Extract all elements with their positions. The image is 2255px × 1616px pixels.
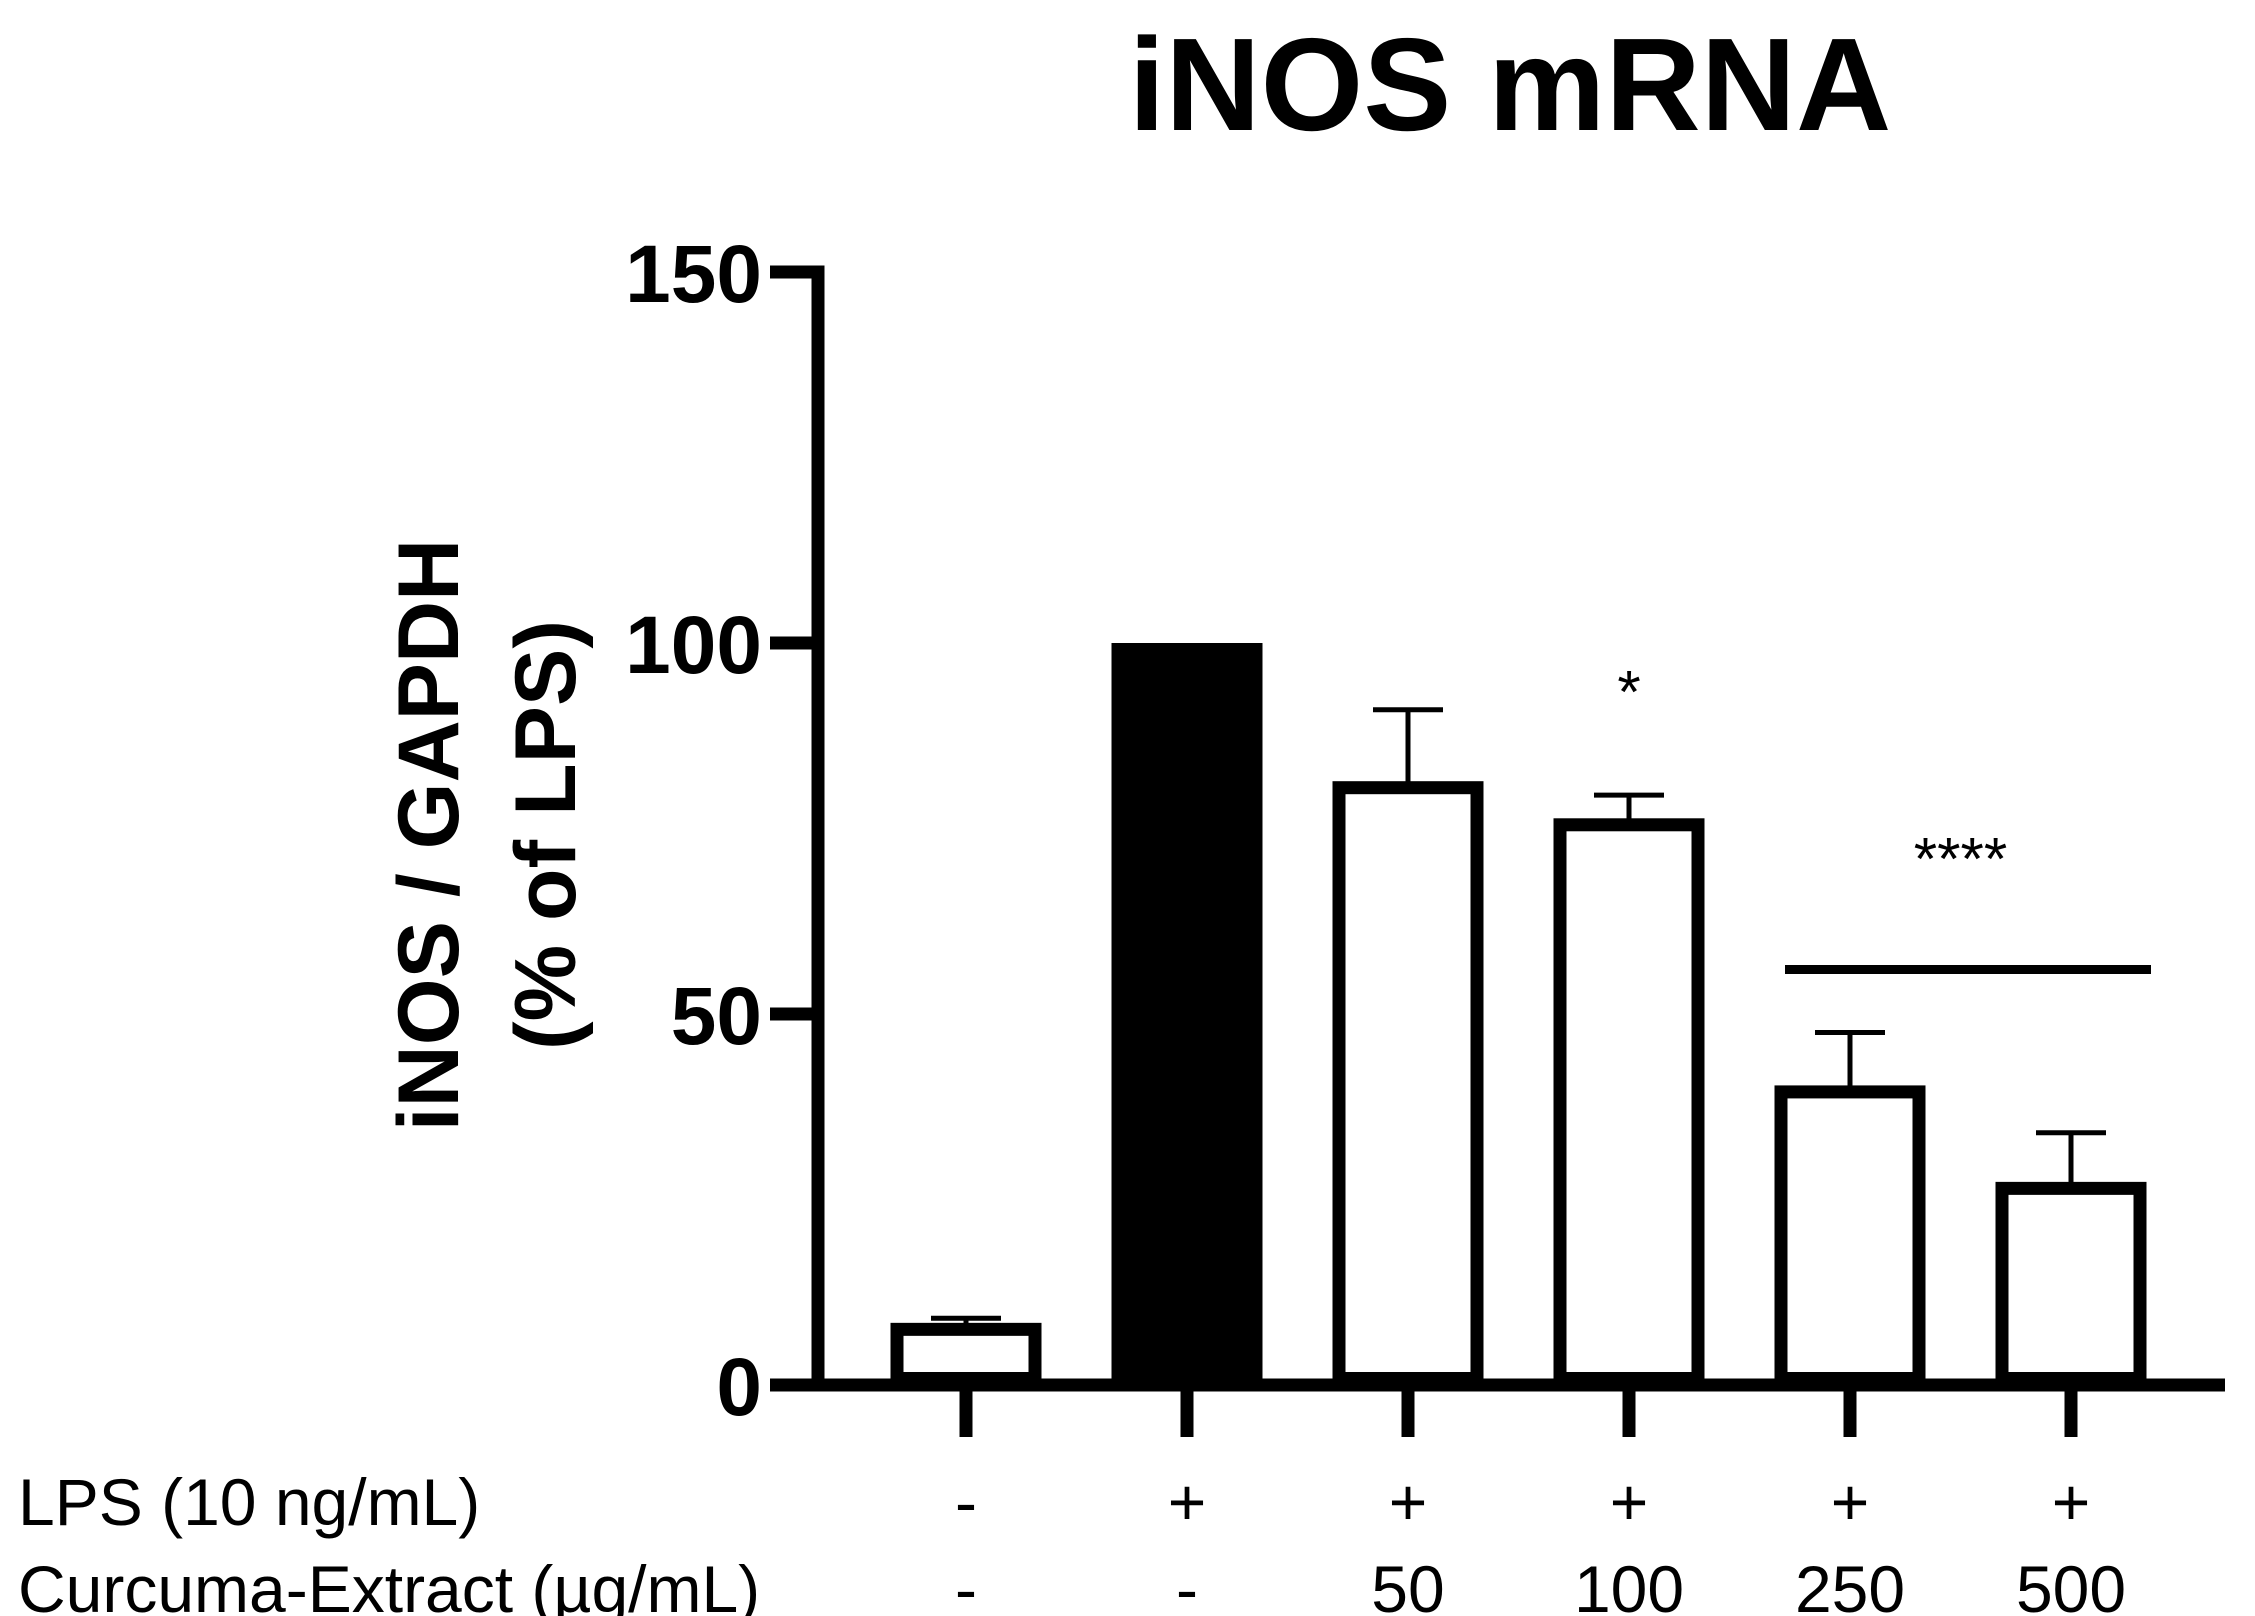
curcuma-value-3: 100 [1574,1552,1684,1616]
significance-label-1: **** [1914,825,2007,892]
condition-rows: LPS (10 ng/mL) Curcuma-Extract (µg/mL) -… [18,1465,2126,1616]
lps-value-1: + [1168,1465,1207,1539]
curcuma-value-0: - [955,1552,977,1616]
y-tick-label-0: 0 [716,1342,762,1433]
y-tick-label-100: 100 [625,600,762,691]
curcuma-value-2: 50 [1371,1552,1444,1616]
curcuma-value-4: 250 [1795,1552,1905,1616]
curcuma-value-5: 500 [2016,1552,2126,1616]
y-tick-label-150: 150 [625,229,762,320]
bar-2 [1332,781,1484,1385]
y-axis-label: iNOS / GAPDH (% of LPS) [381,539,594,1132]
significance-label-0: * [1617,659,1640,726]
y-axis-label-line2: (% of LPS) [498,620,594,1050]
lps-value-4: + [1831,1465,1870,1539]
bar-3 [1553,818,1705,1385]
lps-value-3: + [1610,1465,1649,1539]
chart-title: iNOS mRNA [1129,11,1892,158]
bar-5 [1995,1181,2147,1385]
bars [890,643,2147,1386]
lps-value-0: - [955,1465,977,1539]
y-axis-label-line1: iNOS / GAPDH [381,539,477,1132]
annotations: ***** [1617,659,2151,974]
y-tick-label-50: 50 [671,971,762,1062]
row-label-lps: LPS (10 ng/mL) [18,1465,480,1539]
axes: 0 50 100 150 [625,229,2225,1437]
bar-0 [890,1322,1042,1385]
lps-value-2: + [1389,1465,1428,1539]
lps-value-5: + [2052,1465,2091,1539]
row-label-curcuma: Curcuma-Extract (µg/mL) [18,1552,760,1616]
bar-4 [1774,1085,1926,1386]
curcuma-value-1: - [1176,1552,1198,1616]
bar-1 [1111,643,1263,1385]
